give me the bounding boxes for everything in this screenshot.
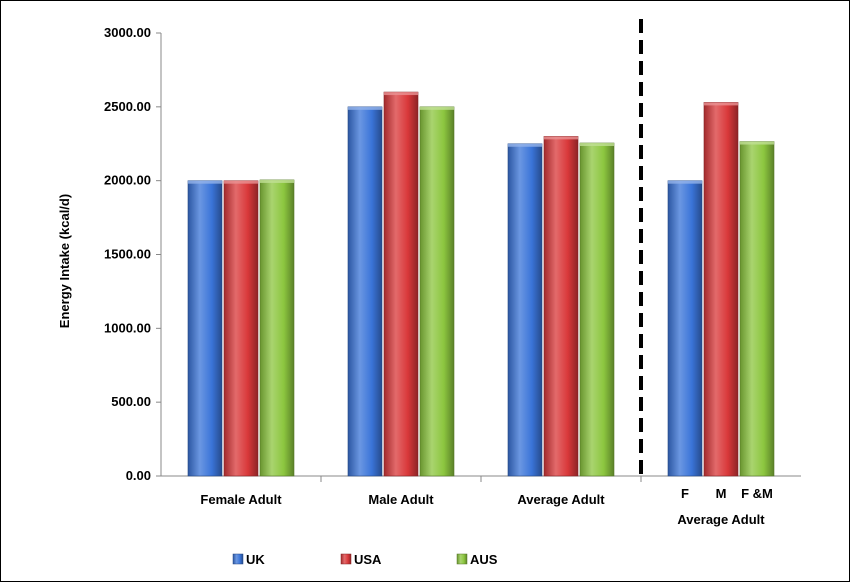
y-tick-label: 3000.00 [104,25,151,40]
bar-aus-0 [259,179,295,477]
bar-uk-1 [347,106,383,477]
x-sublabel: F &M [741,486,773,501]
legend-label-aus: AUS [470,552,498,567]
legend-swatch-uk [232,553,244,565]
bar-bevel [668,180,702,184]
y-tick-label: 2000.00 [104,173,151,188]
bar-aus-1 [419,106,455,477]
x-sublabel: F [681,486,689,501]
y-tick-label: 500.00 [111,394,151,409]
bar-bevel [508,143,542,147]
x-category-label: Male Adult [368,492,434,507]
bar-bevel [580,143,614,147]
y-tick-label: 0.00 [126,468,151,483]
y-tick-label: 2500.00 [104,99,151,114]
legend-swatch-usa [340,553,352,565]
y-tick-label: 1500.00 [104,247,151,262]
legend-label-uk: UK [246,552,265,567]
bar-usa-0 [223,180,259,477]
legend-label-usa: USA [354,552,382,567]
bar-uk-3 [667,180,703,477]
bar-aus-2 [579,142,615,477]
y-tick-label: 1000.00 [104,320,151,335]
legend-swatch-aus [456,553,468,565]
bar-uk-0 [187,180,223,477]
bar-usa-2 [543,136,579,477]
x-category-label: Female Adult [200,492,282,507]
x-sublabel: M [716,486,727,501]
y-axis-title: Energy Intake (kcal/d) [57,194,72,328]
bar-bevel [188,180,222,184]
bar-bevel [740,141,774,145]
bar-uk-2 [507,143,543,477]
bar-bevel [224,180,258,184]
bar-bevel [704,102,738,106]
x-category-label: Average Adult [517,492,605,507]
bar-bevel [384,92,418,96]
bar-usa-3 [703,102,739,477]
legend: UK USA AUS [232,552,498,567]
bar-bevel [260,179,294,183]
plot-area: 0.00 500.00 1000.00 1500.00 2000.00 2500.00 30… [104,19,801,527]
bar-bevel [544,136,578,140]
bar-bevel [348,106,382,110]
bar-usa-1 [383,91,419,477]
bar-bevel [420,106,454,110]
x-category-label: Average Adult [677,512,765,527]
bar-aus-3 [739,141,775,477]
